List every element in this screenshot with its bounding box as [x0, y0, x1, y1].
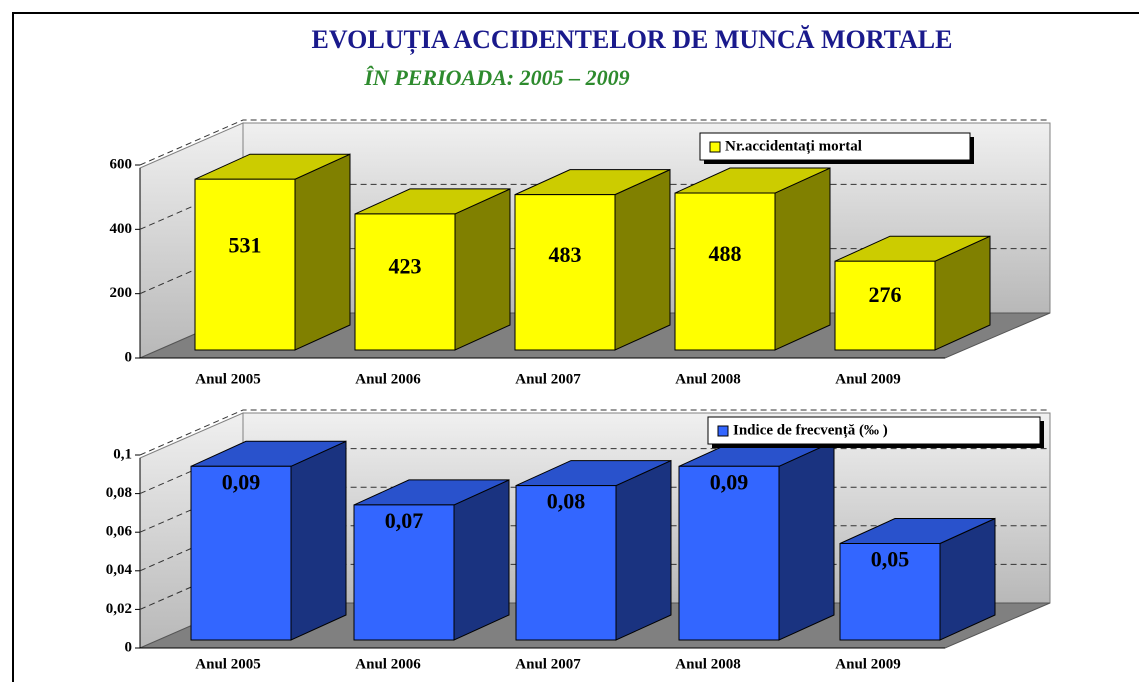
bar	[190, 465, 292, 641]
x-tick-label: Anul 2007	[515, 371, 581, 387]
legend	[707, 416, 1041, 445]
x-tick-label: Anul 2009	[835, 656, 900, 672]
x-tick-label: Anul 2006	[355, 371, 421, 387]
bar	[515, 485, 617, 641]
grid-line	[139, 409, 1050, 456]
y-tick-label: 0,08	[106, 485, 132, 501]
x-tick-label: Anul 2006	[355, 656, 421, 672]
data-label: 0,07	[385, 508, 424, 533]
x-tick-label: Anul 2005	[195, 656, 260, 672]
bar-side	[774, 167, 831, 351]
bar-side	[778, 440, 835, 641]
data-label: 0,08	[547, 489, 586, 514]
y-tick-label: 0,02	[106, 601, 132, 617]
data-label: 488	[709, 241, 742, 266]
y-tick-label: 0,06	[106, 524, 133, 540]
bar-side	[290, 440, 347, 641]
legend-label: Nr.accidentați mortal	[725, 138, 862, 154]
legend-swatch	[709, 141, 721, 153]
y-tick-label: 400	[110, 221, 133, 237]
y-tick-label: 200	[110, 285, 133, 301]
data-label: 276	[869, 282, 902, 307]
bar	[678, 465, 780, 641]
legend-swatch	[717, 425, 729, 437]
x-tick-label: Anul 2009	[835, 371, 900, 387]
bar	[839, 543, 941, 641]
y-tick-label: 0	[125, 349, 133, 365]
x-tick-label: Anul 2008	[675, 656, 740, 672]
data-label: 0,09	[710, 469, 749, 494]
bar	[194, 178, 296, 351]
x-tick-label: Anul 2008	[675, 371, 740, 387]
y-tick-label: 0,04	[106, 562, 133, 578]
bar-side	[614, 168, 671, 351]
legend	[699, 132, 971, 161]
bar-side	[454, 188, 511, 351]
bar	[674, 192, 776, 351]
title: EVOLUȚIA ACCIDENTELOR DE MUNCĂ MORTALE	[312, 25, 953, 55]
grid-line	[139, 119, 1050, 166]
data-label: 0,09	[222, 469, 261, 494]
x-tick-label: Anul 2005	[195, 371, 260, 387]
bar	[514, 194, 616, 351]
bar-side	[294, 153, 351, 351]
y-tick-label: 600	[110, 156, 133, 172]
data-label: 0,05	[871, 547, 910, 572]
y-tick-label: 0,1	[113, 446, 132, 462]
data-label: 531	[229, 233, 262, 258]
bar-side	[615, 459, 672, 641]
legend-label: Indice de frecvență (‰ )	[733, 422, 888, 438]
bar	[354, 213, 456, 351]
bar-side	[453, 479, 510, 641]
data-label: 483	[549, 242, 582, 267]
x-tick-label: Anul 2007	[515, 656, 581, 672]
y-tick-label: 0	[125, 639, 133, 655]
bar	[353, 504, 455, 641]
data-label: 423	[389, 253, 422, 278]
bar	[834, 260, 936, 351]
subtitle: ÎN PERIOADA: 2005 – 2009	[363, 65, 629, 90]
